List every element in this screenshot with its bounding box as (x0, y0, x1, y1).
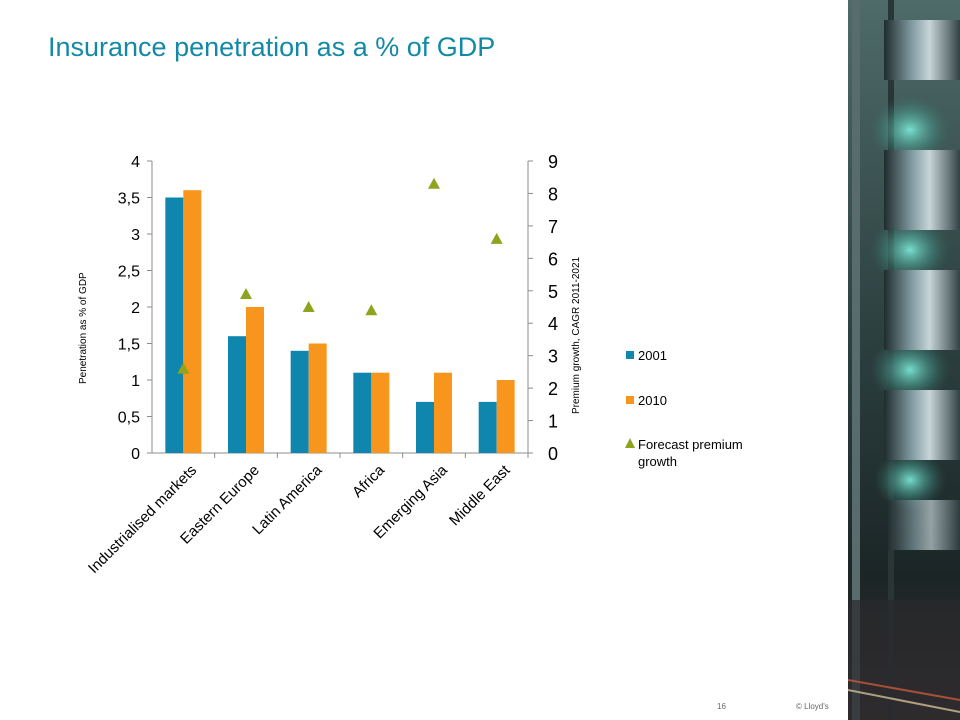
bar-2001 (478, 401, 497, 453)
forecast-marker (240, 288, 252, 300)
forecast-marker (302, 301, 315, 312)
chart-ticks: 0 0,5 1 1,5 2 2,5 3 3,5 4 0 1 2 3 4 5 6 7 8 9 (118, 152, 558, 464)
y-tick-label: 1 (131, 373, 140, 390)
forecast-marker (177, 362, 190, 374)
category-label: Middle East (446, 461, 514, 529)
bar-2010 (246, 307, 264, 453)
slide-number: 16 (717, 702, 726, 711)
bar-2001 (228, 336, 246, 453)
y2-tick-label: 5 (548, 282, 558, 302)
y-tick-label: 2 (131, 300, 140, 317)
bar-2010 (496, 380, 515, 453)
forecast-marker (365, 304, 378, 316)
y-tick-label: 1,5 (118, 337, 140, 354)
category-label: Industrialised markets (85, 462, 200, 577)
legend-label: Forecast premium (638, 437, 743, 452)
forecast-marker (428, 177, 440, 189)
legend-label: growth (638, 454, 677, 469)
y2-axis-title: Premium growth, CAGR 2011-2021 (571, 256, 582, 414)
y-tick-label: 0,5 (118, 410, 140, 427)
copyright: © Lloyd's (796, 702, 829, 711)
chart-markers (177, 177, 503, 374)
y-tick-label: 3,5 (118, 191, 140, 208)
legend-label: 2010 (638, 393, 667, 408)
legend-swatch (626, 351, 634, 359)
y-tick-label: 4 (131, 154, 140, 171)
bar-2010 (371, 372, 390, 453)
y2-tick-label: 2 (548, 379, 558, 399)
y2-tick-label: 7 (548, 217, 558, 237)
y-tick-label: 0 (131, 446, 140, 463)
legend-swatch (625, 438, 635, 448)
y2-tick-label: 8 (548, 184, 558, 204)
y-axis-title: Penetration as % of GDP (78, 272, 89, 384)
bar-2001 (290, 350, 309, 453)
y2-tick-label: 3 (548, 347, 558, 367)
y-tick-label: 2,5 (118, 264, 140, 281)
chart-legend: 2001 2010 Forecast premium growth (625, 348, 743, 469)
chart-axes (151, 161, 529, 454)
category-label: Africa (349, 461, 389, 501)
bar-2010 (183, 190, 202, 453)
slide-title: Insurance penetration as a % of GDP (48, 32, 496, 62)
y2-tick-label: 1 (548, 412, 558, 432)
y2-tick-label: 0 (548, 444, 558, 464)
chart-bars (165, 190, 515, 453)
y2-tick-label: 9 (548, 152, 558, 172)
bar-2010 (434, 372, 452, 453)
y2-tick-label: 6 (548, 249, 558, 269)
combo-chart: 0 0,5 1 1,5 2 2,5 3 3,5 4 0 1 2 3 4 5 6 7 8 9 Industrialis… (78, 152, 743, 577)
bar-2010 (308, 343, 327, 453)
bar-2001 (353, 372, 372, 453)
legend-label: 2001 (638, 348, 667, 363)
y2-tick-label: 4 (548, 314, 558, 334)
y-tick-label: 3 (131, 227, 140, 244)
forecast-marker (490, 232, 503, 244)
bar-2001 (416, 401, 434, 453)
bar-2001 (165, 197, 184, 453)
legend-swatch (626, 396, 634, 404)
building-photo (848, 0, 960, 720)
